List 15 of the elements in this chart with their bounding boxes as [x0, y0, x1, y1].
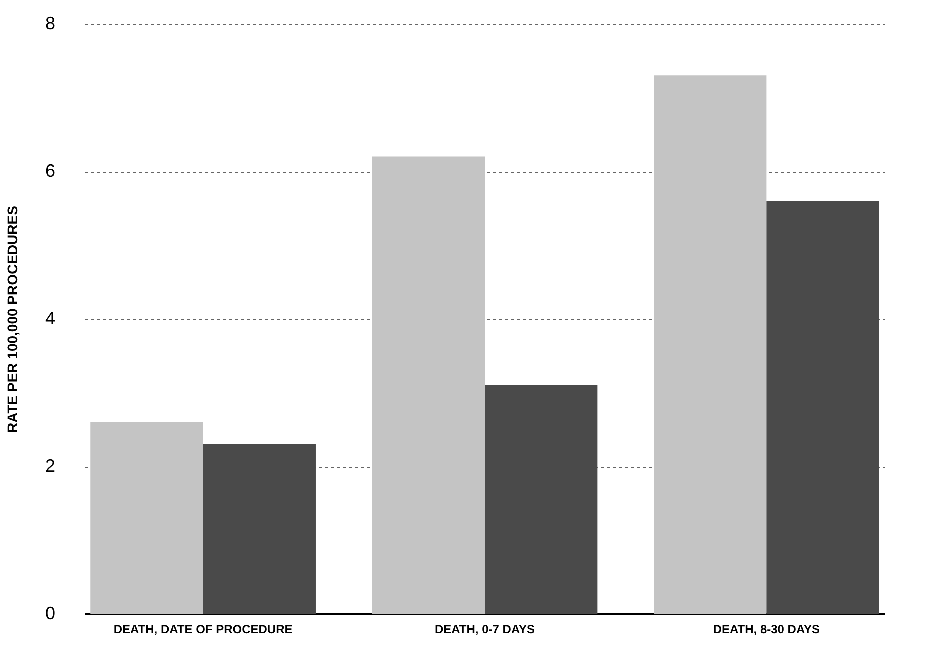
bar — [654, 76, 767, 614]
x-tick-label: DEATH, 8-30 DAYS — [713, 622, 820, 636]
y-tick-label: 8 — [45, 14, 56, 34]
bar — [766, 201, 880, 614]
x-tick-label: DEATH, 0-7 DAYS — [434, 622, 536, 636]
x-tick-label: DEATH, DATE OF PROCEDURE — [114, 622, 293, 636]
y-tick-label: 6 — [45, 161, 56, 181]
bar — [372, 156, 485, 614]
y-tick-label: 4 — [45, 308, 56, 328]
bar — [203, 444, 316, 614]
y-tick-label: 0 — [45, 604, 56, 624]
bar — [90, 422, 204, 614]
y-tick-label: 2 — [45, 456, 56, 476]
y-axis-title: RATE PER 100,000 PROCEDURES — [4, 206, 20, 433]
bar — [485, 385, 598, 614]
